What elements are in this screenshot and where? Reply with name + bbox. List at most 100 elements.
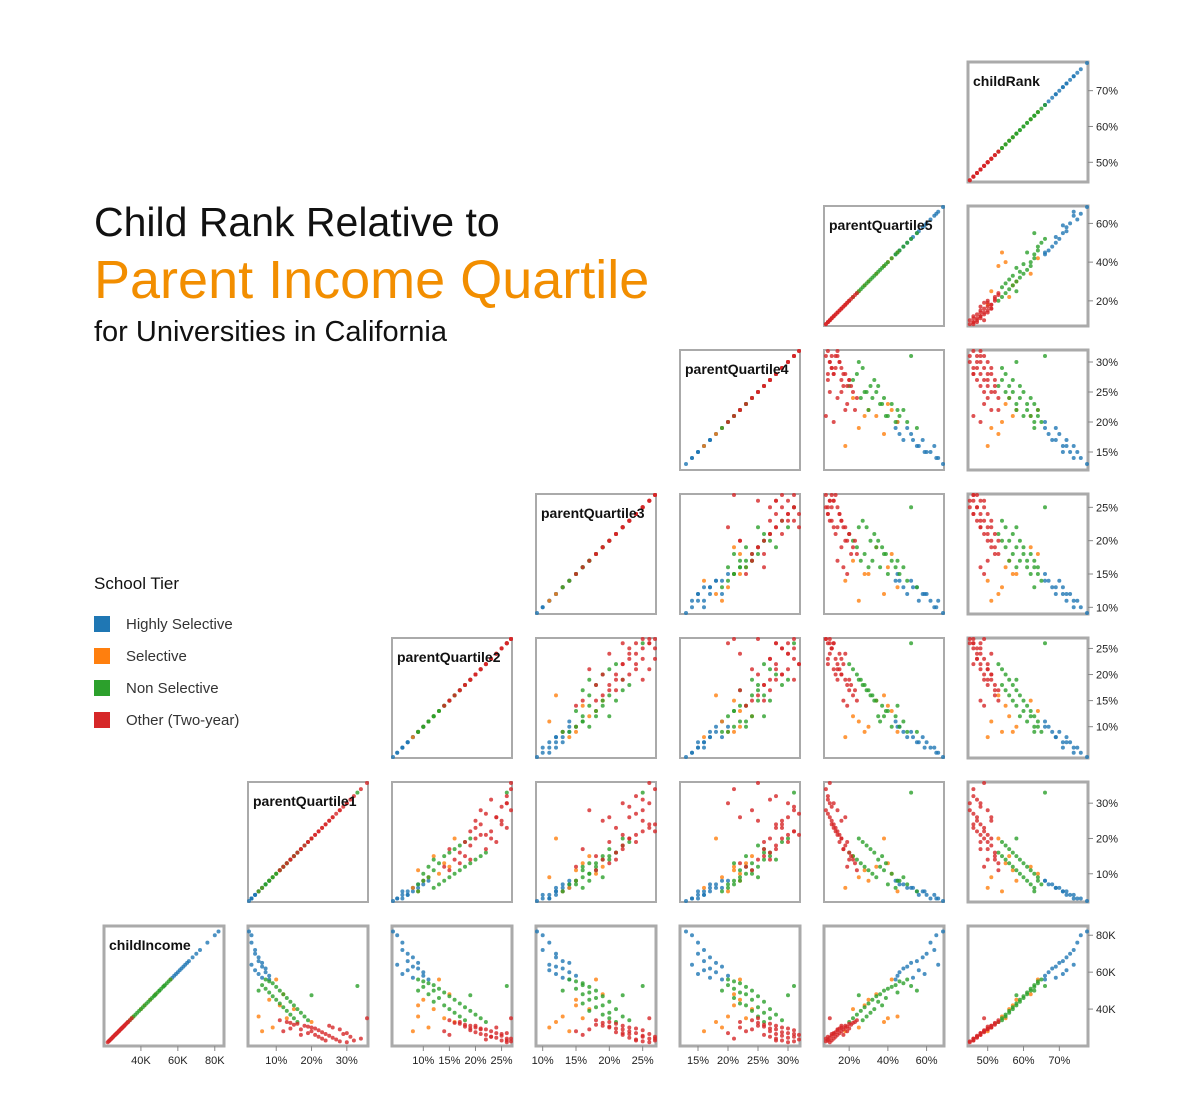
data-point [1043,354,1047,358]
legend-item-highly-selective[interactable]: Highly Selective [94,608,239,640]
data-point [762,840,766,844]
data-point [975,505,979,510]
data-point [843,735,848,740]
data-point [483,811,488,816]
data-point [463,1005,467,1010]
data-point [982,300,987,305]
matrix-cell-parentQuartile5-vs-childRank [966,204,1090,328]
data-point [653,656,657,661]
data-point [851,857,855,862]
data-point [854,372,859,376]
data-point [786,512,790,516]
data-point [845,703,850,708]
data-point [1025,565,1030,570]
data-point [580,1032,585,1037]
data-point [1039,106,1044,111]
data-point [827,801,832,806]
data-point [982,825,987,830]
data-point [996,693,1001,698]
data-point [1032,585,1037,590]
data-point [905,882,910,887]
data-point [473,857,478,862]
data-point [901,565,906,570]
legend-item-non-selective[interactable]: Non Selective [94,672,239,704]
data-point [1000,683,1004,687]
x-tick-label: 30% [777,1055,799,1067]
data-point [909,354,914,358]
data-point [696,972,700,976]
data-point [690,896,694,901]
data-point [600,545,605,550]
data-point [1043,426,1047,430]
data-point [620,1031,625,1036]
data-point [967,322,972,327]
data-point [1003,372,1008,376]
data-point [696,951,700,956]
data-point [288,1026,293,1031]
data-point [298,1010,303,1015]
cell-frame [966,204,1090,328]
data-point [985,808,990,813]
data-point [841,698,846,703]
data-point [971,372,976,376]
data-point [620,993,625,998]
data-point [922,223,927,228]
data-point [457,861,462,866]
data-point [756,545,760,550]
data-point [295,1007,300,1012]
data-point [442,1003,447,1008]
data-point [426,878,431,883]
data-point [732,996,736,1000]
data-point [839,818,844,823]
data-point [847,532,852,536]
data-point [989,525,994,530]
y-tick-label: 20% [1096,833,1118,845]
data-point [932,892,937,897]
data-point [738,871,742,876]
cell-frame [822,924,946,1048]
data-point [738,558,742,563]
data-point [762,693,766,698]
data-point [768,1007,772,1012]
data-point [1007,693,1012,698]
variable-label-parentQuartile1: parentQuartile1 [253,793,357,809]
data-point [982,677,987,682]
data-point [640,1028,645,1033]
data-point [750,871,754,876]
data-point [720,729,724,734]
data-point [547,875,552,880]
data-point [985,160,990,165]
data-point [989,875,994,880]
data-point [1017,275,1022,280]
data-point [868,384,873,388]
data-point [1071,598,1076,603]
data-point [1017,714,1022,719]
data-point [756,781,760,785]
legend-item-selective[interactable]: Selective [94,640,239,672]
data-point [1068,740,1073,745]
data-point [726,801,730,806]
legend-item-other-two-year[interactable]: Other (Two-year) [94,704,239,736]
data-point [978,518,983,523]
data-point [839,836,844,841]
data-point [607,693,612,698]
data-point [614,688,618,693]
data-point [410,964,415,969]
data-point [560,735,565,740]
data-point [982,354,987,358]
data-point [978,310,983,315]
y-tick-label: 15% [1096,696,1118,708]
data-point [982,703,987,708]
data-point [298,847,303,852]
data-point [1003,142,1008,147]
data-point [996,408,1001,412]
data-point [732,787,736,792]
data-point [833,829,838,834]
data-point [560,959,565,964]
data-point [263,970,268,975]
data-point [1075,70,1080,75]
data-point [1046,970,1051,975]
data-point [982,402,987,406]
data-point [780,1030,784,1035]
data-point [489,1034,494,1039]
